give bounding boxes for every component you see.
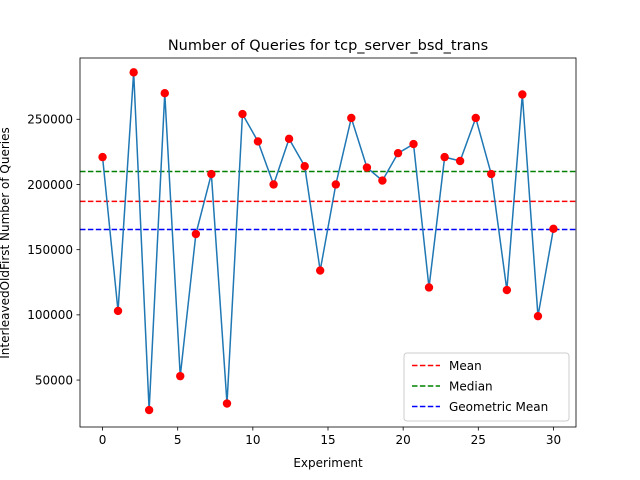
- y-tick-label: 50000: [35, 373, 73, 387]
- data-point: [378, 176, 387, 185]
- data-point: [424, 283, 434, 292]
- data-point: [331, 180, 341, 189]
- y-tick-label: 150000: [27, 243, 73, 257]
- x-axis-label: Experiment: [293, 456, 363, 470]
- plot-area: 0 5 10 15 20 25 30 50000 100000 150000 200000 25000…: [27, 57, 577, 447]
- data-point: [393, 148, 403, 158]
- data-point: [347, 113, 356, 123]
- data-point: [191, 229, 201, 239]
- data-point: [518, 90, 527, 99]
- x-tick-label: 5: [174, 433, 182, 447]
- data-point: [160, 89, 169, 98]
- legend-label: Mean: [449, 359, 482, 373]
- data-point: [207, 169, 216, 179]
- data-point: [300, 162, 309, 171]
- data-point: [144, 405, 154, 415]
- data-point: [471, 113, 480, 123]
- data-point: [440, 152, 449, 162]
- series-line: [101, 72, 555, 411]
- x-tick-label: 25: [471, 433, 486, 447]
- data-point: [315, 266, 325, 275]
- data-point: [98, 152, 107, 162]
- x-tick-label: 10: [245, 433, 260, 447]
- y-axis-label: InterleavedOldFirst Number of Queries: [0, 127, 12, 359]
- legend-label: Median: [449, 379, 493, 393]
- x-tick-label: 15: [320, 433, 335, 447]
- data-point: [284, 134, 294, 144]
- data-point: [533, 311, 543, 321]
- data-point: [222, 399, 232, 408]
- x-tick-label: 0: [99, 433, 107, 447]
- y-tick-label: 250000: [27, 113, 73, 127]
- data-point: [409, 139, 418, 149]
- legend: Mean Median Geometric Mean: [403, 352, 570, 422]
- legend-box: [403, 352, 570, 422]
- data-point: [362, 163, 372, 172]
- data-point: [113, 306, 123, 316]
- y-tick-label: 200000: [27, 178, 73, 192]
- data-point: [129, 68, 138, 77]
- data-point: [238, 109, 247, 119]
- x-tick-label: 20: [396, 433, 411, 447]
- data-point: [549, 224, 558, 234]
- data-point: [253, 137, 263, 146]
- y-tick-label: 100000: [27, 308, 73, 322]
- data-point: [502, 285, 512, 295]
- legend-label: Geometric Mean: [449, 400, 548, 414]
- data-point: [487, 169, 496, 179]
- chart-title: Number of Queries for tcp_server_bsd_tra…: [168, 38, 488, 54]
- data-point: [176, 371, 185, 381]
- data-point: [269, 180, 278, 189]
- x-tick-label: 30: [546, 433, 561, 447]
- data-point: [455, 156, 465, 166]
